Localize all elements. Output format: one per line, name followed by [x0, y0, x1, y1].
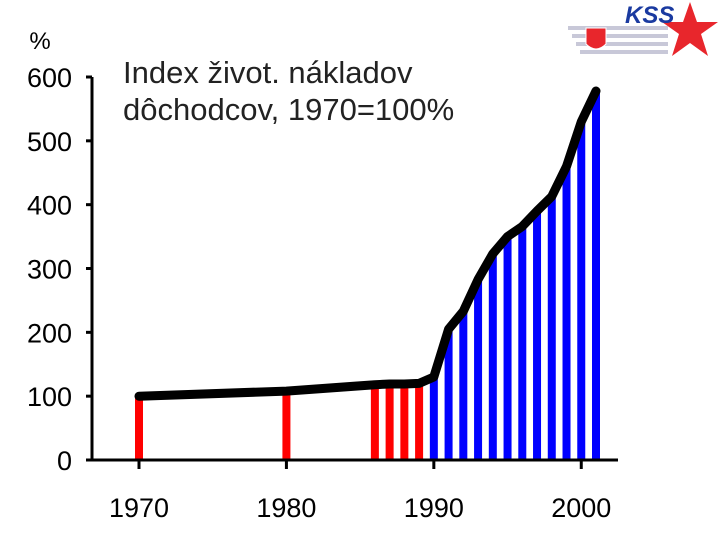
y-tick-label: 300: [27, 255, 72, 285]
bar: [415, 383, 424, 460]
x-tick-label: 1970: [109, 493, 169, 523]
bar: [444, 329, 453, 460]
y-tick-label: 600: [27, 63, 72, 93]
bar: [429, 377, 438, 460]
logo-stripe: [572, 34, 668, 38]
logo-shield-icon: [585, 27, 607, 50]
logo-stripe: [580, 50, 668, 54]
y-tick-label: 0: [57, 446, 72, 476]
bar: [547, 196, 556, 460]
chart-title-line-1: Index život. nákladov: [123, 55, 413, 90]
x-tick-label: 2000: [551, 493, 611, 523]
y-tick-label: 500: [27, 127, 72, 157]
y-tick-label: 100: [27, 382, 72, 412]
logo-star-icon: [662, 2, 718, 56]
bar: [503, 236, 512, 460]
kss-logo: KSS: [568, 2, 718, 56]
bar: [385, 384, 394, 460]
y-tick-label: 200: [27, 318, 72, 348]
bar: [370, 384, 379, 460]
x-tick-label: 1990: [404, 493, 464, 523]
logo-stripe: [576, 42, 668, 46]
bar: [592, 91, 600, 460]
y-unit-label: %: [29, 28, 50, 55]
x-tick-label: 1980: [256, 493, 316, 523]
bar: [562, 166, 571, 460]
bars: [135, 91, 600, 460]
y-tick-label: 400: [27, 191, 72, 221]
series-line: [134, 86, 601, 401]
bar: [400, 384, 409, 460]
bar: [518, 226, 527, 460]
logo-text: KSS: [625, 2, 674, 29]
bar: [135, 396, 143, 460]
bar: [474, 279, 483, 460]
bar: [488, 253, 497, 460]
bar: [577, 121, 586, 460]
logo-stripe: [568, 26, 668, 30]
bar: [459, 311, 468, 460]
chart-title-line-2: dôchodcov, 1970=100%: [123, 92, 454, 127]
bar: [282, 391, 291, 460]
bar: [533, 211, 542, 460]
axes: 0 100 200 300 400 500 600 1970 1980 1990 2000: [27, 63, 618, 523]
line-layer: [134, 86, 601, 401]
